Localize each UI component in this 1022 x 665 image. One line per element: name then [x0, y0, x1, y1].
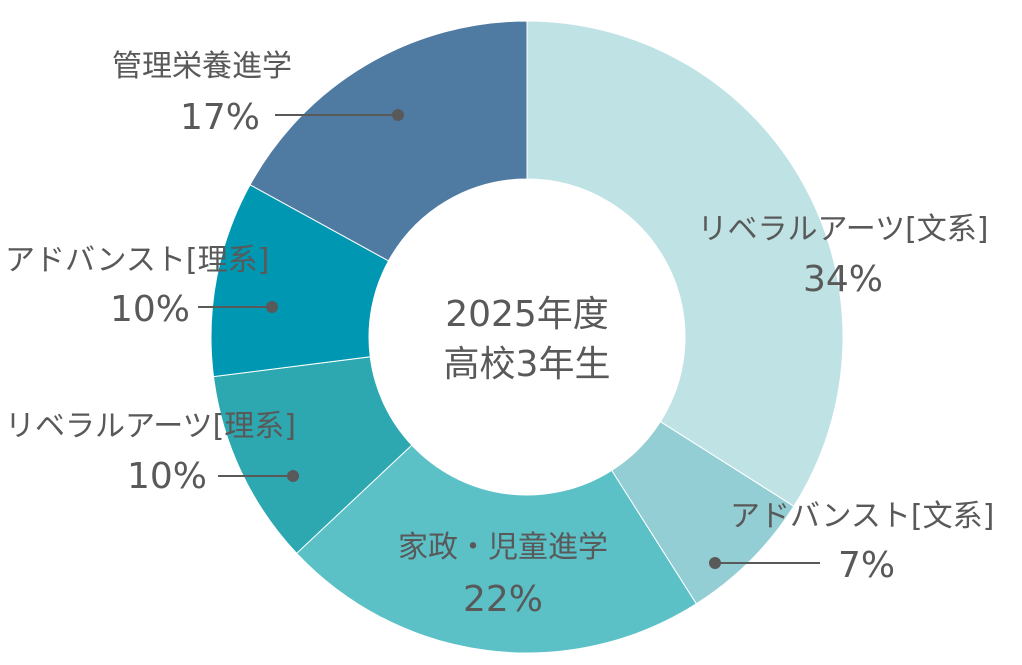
- center-subtitle: 高校3年生: [443, 344, 611, 385]
- slice-label: リベラルアーツ[文系]: [697, 212, 989, 247]
- donut-slice-5: [249, 20, 528, 262]
- leader-dot-adv-bun: [709, 557, 721, 569]
- center-title: 2025年度: [445, 294, 609, 335]
- slice-value-label: 10%: [126, 456, 207, 497]
- slice-label: リベラルアーツ[理系]: [5, 409, 297, 444]
- leader-dot-adv-ri: [266, 301, 278, 313]
- slice-label: 家政・児童進学: [398, 530, 608, 565]
- donut-slice-2: [295, 444, 698, 654]
- slice-value-label: 22%: [462, 579, 544, 620]
- slice-label: アドバンスト[理系]: [5, 243, 270, 278]
- slice-value-label: 34%: [802, 259, 884, 300]
- slice-label: 管理栄養進学: [112, 49, 292, 84]
- slice-value-label: 10%: [109, 289, 190, 330]
- leader-dot-lib-ri: [287, 470, 299, 482]
- slice-label: アドバンスト[文系]: [730, 499, 995, 534]
- slice-value-label: 17%: [179, 97, 260, 138]
- leader-dot-kanri: [392, 109, 404, 121]
- slice-value-label: 7%: [838, 545, 896, 586]
- donut-slice-0: [526, 20, 844, 508]
